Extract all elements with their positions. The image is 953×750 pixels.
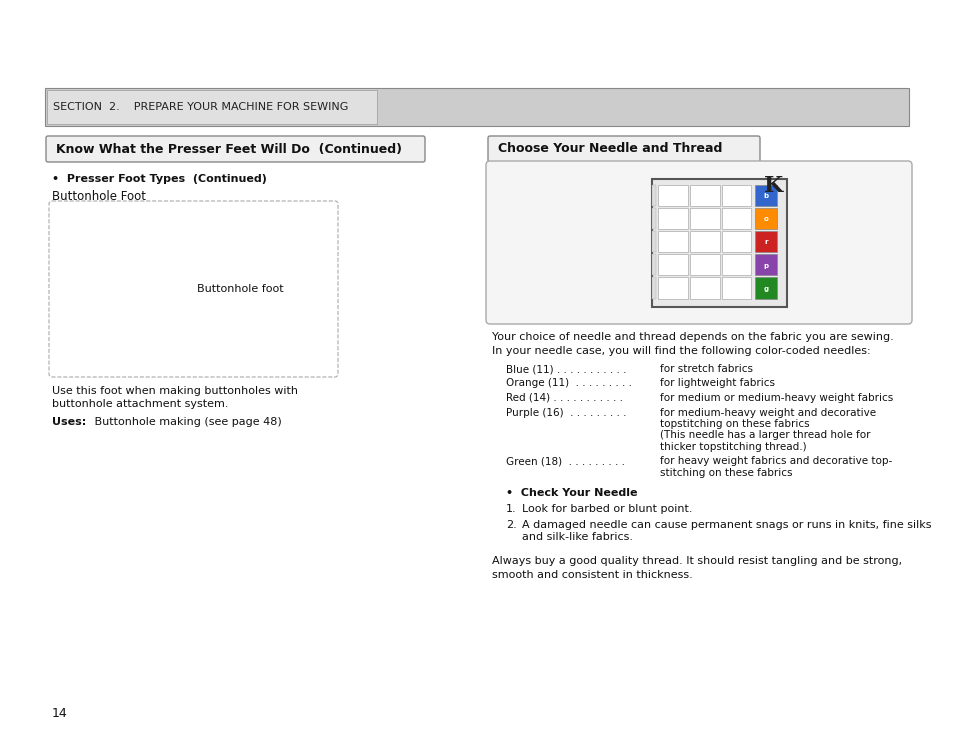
Bar xyxy=(658,254,687,275)
Text: Use this foot when making buttonholes with: Use this foot when making buttonholes wi… xyxy=(52,386,297,396)
Text: Know What the Presser Feet Will Do  (Continued): Know What the Presser Feet Will Do (Cont… xyxy=(56,142,401,155)
Text: and silk-like fabrics.: and silk-like fabrics. xyxy=(521,532,633,542)
Bar xyxy=(689,231,719,252)
Text: SECTION  2.    PREPARE YOUR MACHINE FOR SEWING: SECTION 2. PREPARE YOUR MACHINE FOR SEWI… xyxy=(53,102,348,112)
Text: •  Presser Foot Types  (Continued): • Presser Foot Types (Continued) xyxy=(52,174,267,184)
Text: Choose Your Needle and Thread: Choose Your Needle and Thread xyxy=(497,142,721,155)
Text: for stretch fabrics: for stretch fabrics xyxy=(659,364,752,374)
Text: thicker topstitching thread.): thicker topstitching thread.) xyxy=(659,442,806,452)
Bar xyxy=(658,184,687,206)
Text: r: r xyxy=(764,239,767,245)
Text: 1.: 1. xyxy=(505,505,517,515)
FancyBboxPatch shape xyxy=(46,136,424,162)
Bar xyxy=(721,231,751,252)
Text: K: K xyxy=(763,175,782,197)
Bar xyxy=(689,184,719,206)
Bar xyxy=(689,208,719,229)
Polygon shape xyxy=(115,259,129,271)
Text: Orange (11)  . . . . . . . . .: Orange (11) . . . . . . . . . xyxy=(505,379,631,388)
Text: smooth and consistent in thickness.: smooth and consistent in thickness. xyxy=(492,569,692,580)
Bar xyxy=(652,278,656,298)
Text: Uses:: Uses: xyxy=(52,417,86,427)
Bar xyxy=(755,254,777,275)
Text: Purple (16)  . . . . . . . . .: Purple (16) . . . . . . . . . xyxy=(505,407,626,418)
Text: for lightweight fabrics: for lightweight fabrics xyxy=(659,379,774,388)
Bar xyxy=(652,184,656,206)
Text: b: b xyxy=(763,193,768,199)
Bar xyxy=(755,208,777,229)
Text: Green (18)  . . . . . . . . .: Green (18) . . . . . . . . . xyxy=(505,457,624,466)
Text: for medium-heavy weight and decorative: for medium-heavy weight and decorative xyxy=(659,407,875,418)
Text: 14: 14 xyxy=(52,707,68,720)
Text: g: g xyxy=(763,286,768,292)
Bar xyxy=(652,178,786,307)
Bar xyxy=(689,254,719,275)
Text: Red (14) . . . . . . . . . . .: Red (14) . . . . . . . . . . . xyxy=(505,393,622,403)
Text: •  Check Your Needle: • Check Your Needle xyxy=(505,488,637,499)
Bar xyxy=(45,88,908,126)
Text: p: p xyxy=(763,262,768,268)
Text: Look for barbed or blunt point.: Look for barbed or blunt point. xyxy=(521,505,692,515)
Bar xyxy=(658,231,687,252)
Polygon shape xyxy=(95,297,145,311)
Bar xyxy=(721,184,751,206)
Text: for heavy weight fabrics and decorative top-: for heavy weight fabrics and decorative … xyxy=(659,457,891,466)
Text: Blue (11) . . . . . . . . . . .: Blue (11) . . . . . . . . . . . xyxy=(505,364,626,374)
Bar xyxy=(689,278,719,298)
Text: Always buy a good quality thread. It should resist tangling and be strong,: Always buy a good quality thread. It sho… xyxy=(492,556,902,566)
Text: In your needle case, you will find the following color-coded needles:: In your needle case, you will find the f… xyxy=(492,346,870,356)
Bar xyxy=(652,254,656,275)
Text: o: o xyxy=(763,216,768,222)
Bar xyxy=(721,278,751,298)
Bar xyxy=(755,231,777,252)
Text: 2.: 2. xyxy=(505,520,517,530)
Polygon shape xyxy=(109,271,132,297)
Bar xyxy=(658,208,687,229)
Text: buttonhole attachment system.: buttonhole attachment system. xyxy=(52,399,229,409)
Text: for medium or medium-heavy weight fabrics: for medium or medium-heavy weight fabric… xyxy=(659,393,892,403)
FancyBboxPatch shape xyxy=(49,201,337,377)
Text: topstitching on these fabrics: topstitching on these fabrics xyxy=(659,419,809,429)
Bar xyxy=(122,299,132,309)
Text: Buttonhole making (see page 48): Buttonhole making (see page 48) xyxy=(84,417,281,427)
Text: Buttonhole foot: Buttonhole foot xyxy=(196,284,283,294)
Text: stitching on these fabrics: stitching on these fabrics xyxy=(659,468,792,478)
Bar xyxy=(652,231,656,252)
Text: (This needle has a larger thread hole for: (This needle has a larger thread hole fo… xyxy=(659,430,869,440)
FancyBboxPatch shape xyxy=(488,136,760,162)
Bar xyxy=(652,208,656,229)
Text: A damaged needle can cause permanent snags or runs in knits, fine silks: A damaged needle can cause permanent sna… xyxy=(521,520,930,530)
Bar xyxy=(658,278,687,298)
Text: Buttonhole Foot: Buttonhole Foot xyxy=(52,190,146,203)
Bar xyxy=(755,184,777,206)
Bar xyxy=(755,278,777,298)
Bar xyxy=(721,254,751,275)
Bar xyxy=(47,90,376,124)
Bar xyxy=(721,208,751,229)
Text: Your choice of needle and thread depends on the fabric you are sewing.: Your choice of needle and thread depends… xyxy=(492,332,893,342)
FancyBboxPatch shape xyxy=(485,161,911,324)
